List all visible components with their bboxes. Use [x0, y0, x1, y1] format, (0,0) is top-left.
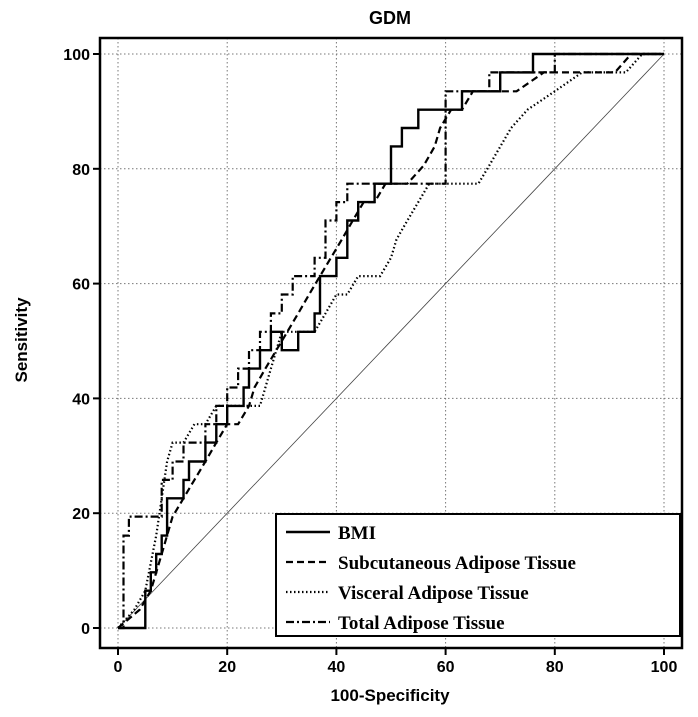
x-tick-label: 0 — [114, 659, 123, 676]
y-tick-label: 20 — [72, 506, 90, 523]
y-tick-label: 40 — [72, 391, 90, 408]
y-tick-label: 0 — [81, 621, 90, 638]
legend-label: Total Adipose Tissue — [338, 613, 505, 634]
reference-diagonal-line — [117, 53, 665, 629]
legend: BMI Subcutaneous Adipose Tissue Visceral A… — [275, 513, 681, 637]
series-line-visceral-adipose-tissue — [117, 52, 664, 629]
legend-box — [275, 513, 681, 637]
x-tick-label: 40 — [328, 659, 346, 676]
x-tick-label: 20 — [218, 659, 236, 676]
x-axis-label: 100-Specificity — [330, 686, 450, 705]
x-tick-label: 60 — [437, 659, 455, 676]
y-tick-label: 80 — [72, 162, 90, 179]
series-line-bmi — [118, 52, 664, 630]
legend-label: BMI — [338, 523, 376, 544]
plot-frame — [98, 36, 684, 650]
legend-label: Visceral Adipose Tissue — [338, 583, 529, 604]
axis-ticks: 0 20 40 60 80 100 0 20 40 60 80 100 — [63, 47, 677, 676]
legend-label: Subcutaneous Adipose Tissue — [338, 553, 576, 574]
x-tick-label: 100 — [651, 659, 678, 676]
y-tick-label: 60 — [72, 277, 90, 294]
chart-title: GDM — [369, 8, 411, 28]
x-tick-label: 80 — [546, 659, 564, 676]
y-tick-label: 100 — [63, 47, 90, 64]
series-line-total-adipose-tissue — [118, 52, 664, 630]
series-layer — [117, 52, 664, 630]
y-axis-label: Sensitivity — [12, 297, 31, 383]
series-line-subcutaneous-adipose-tissue — [117, 52, 664, 629]
